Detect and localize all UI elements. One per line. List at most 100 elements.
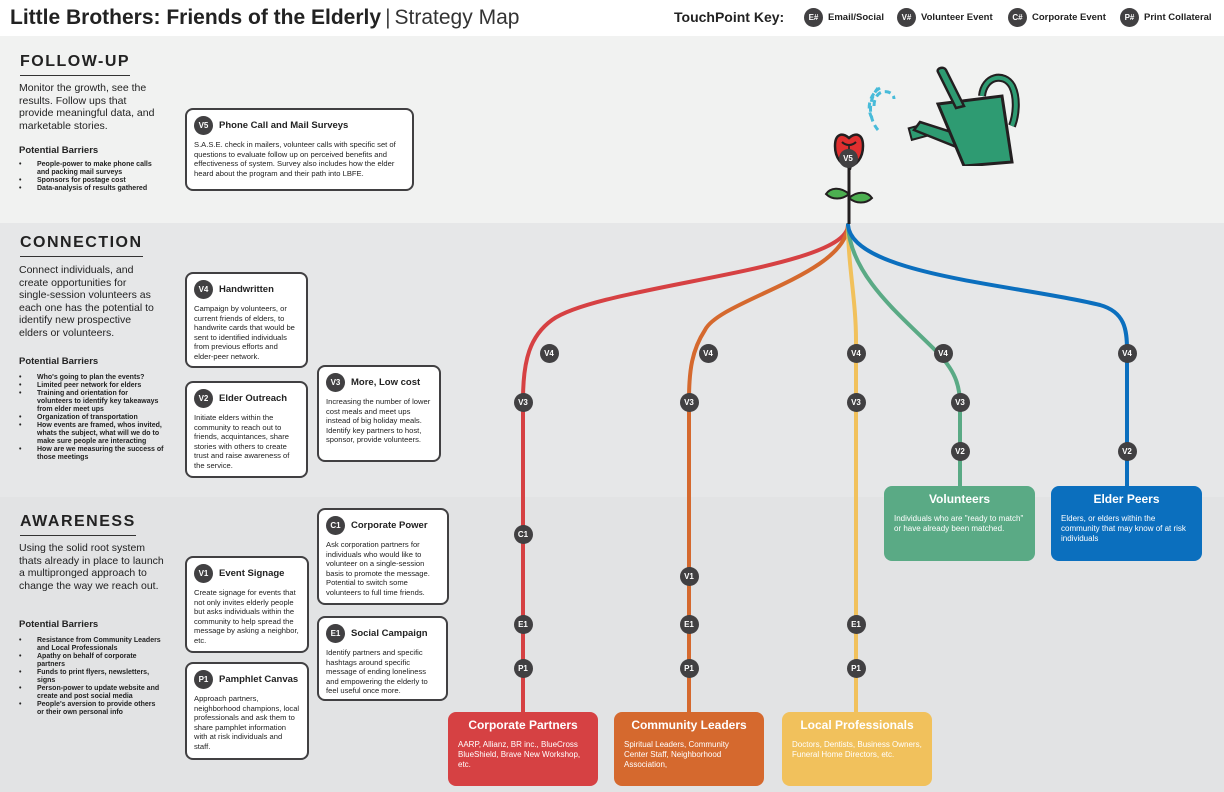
barrier-item: Data-analysis of results gathered [19, 185, 164, 193]
barrier-item: Sponsors for postage cost [19, 177, 164, 185]
barrier-item: People-power to make phone calls and pac… [19, 161, 164, 177]
node-volunteers-v3: V3 [950, 392, 970, 412]
key-item-print: P# Print Collateral [1120, 8, 1212, 27]
barrier-item: Person-power to update website and creat… [19, 685, 164, 701]
audience-title: Corporate Partners [468, 718, 578, 732]
card-p1-pamphlet-canvas: P1 Pamphlet Canvas Approach partners, nei… [185, 662, 309, 760]
followup-title: FOLLOW-UP [20, 53, 131, 76]
barrier-item: People's aversion to provide others or t… [19, 701, 164, 717]
card-text: Ask corporation partners for individuals… [326, 540, 430, 597]
card-title: Handwritten [219, 284, 274, 295]
awareness-description: Using the solid root system thats alread… [19, 542, 164, 592]
card-title: More, Low cost [351, 377, 421, 388]
node-corporate-p1: P1 [513, 658, 533, 678]
key-label-email: Email/Social [828, 12, 884, 23]
node-elder-peers-v2: V2 [1117, 441, 1137, 461]
awareness-title: AWARENESS [20, 513, 136, 536]
key-item-volunteer: V# Volunteer Event [897, 8, 993, 27]
barrier-item: How are we measuring the success of thos… [19, 446, 164, 462]
route-line-local [846, 223, 858, 718]
node-local-v3: V3 [846, 392, 866, 412]
key-label-print: Print Collateral [1144, 12, 1212, 23]
barrier-item: Organization of transportation [19, 414, 164, 422]
barrier-item: How events are framed, whos invited, wha… [19, 422, 164, 446]
node-local-p1: P1 [846, 658, 866, 678]
node-local-e1: E1 [846, 614, 866, 634]
awareness-barriers-list: Resistance from Community Leaders and Lo… [19, 637, 164, 717]
node-local-v4: V4 [846, 343, 866, 363]
key-badge-corporate: C# [1008, 8, 1027, 27]
card-badge: V1 [194, 564, 213, 583]
barrier-item: Limited peer network for elders [19, 382, 164, 390]
node-v5-rose: V5 [838, 148, 858, 168]
watering-can-icon [867, 66, 1020, 166]
card-badge: C1 [326, 516, 345, 535]
card-v5-phone-mail-surveys: V5 Phone Call and Mail Surveys S.A.S.E. c… [185, 108, 414, 191]
card-c1-corporate-power: C1 Corporate Power Ask corporation partne… [317, 508, 449, 605]
route-line-community [687, 223, 850, 718]
node-corporate-v4: V4 [539, 343, 559, 363]
node-community-v4: V4 [698, 343, 718, 363]
barrier-item: Resistance from Community Leaders and Lo… [19, 637, 164, 653]
node-corporate-v3: V3 [513, 392, 533, 412]
card-badge: V2 [194, 389, 213, 408]
followup-description: Monitor the growth, see the results. Fol… [19, 82, 155, 132]
audience-text: Individuals who are "ready to match" or … [894, 514, 1024, 533]
card-text: Initiate elders within the community to … [194, 413, 290, 470]
card-badge: V4 [194, 280, 213, 299]
route-line-volunteers [846, 223, 962, 492]
card-title: Pamphlet Canvas [219, 674, 299, 685]
node-community-v3: V3 [679, 392, 699, 412]
card-v2-elder-outreach: V2 Elder Outreach Initiate elders within … [185, 381, 308, 478]
key-item-corporate: C# Corporate Event [1008, 8, 1106, 27]
audience-text: AARP, Allianz, BR inc., BlueCross BlueSh… [458, 740, 581, 769]
card-title: Event Signage [219, 568, 285, 579]
card-text: S.A.S.E. check in mailers, volunteer cal… [194, 140, 396, 178]
card-e1-social-campaign: E1 Social Campaign Identify partners and … [317, 616, 448, 701]
barrier-item: Apathy on behalf of corporate partners [19, 653, 164, 669]
followup-barriers-list: People-power to make phone calls and pac… [19, 161, 164, 193]
card-text: Increasing the number of lower cost meal… [326, 397, 431, 445]
page-title: Little Brothers: Friends of the Elderly |… [10, 6, 519, 30]
audience-volunteers: Volunteers Individuals who are "ready to… [884, 486, 1035, 561]
card-title: Phone Call and Mail Surveys [219, 120, 349, 131]
touchpoint-key-title: TouchPoint Key: [674, 9, 785, 25]
card-v1-event-signage: V1 Event Signage Create signage for event… [185, 556, 309, 653]
node-elder-peers-v4: V4 [1117, 343, 1137, 363]
title-main: Little Brothers: Friends of the Elderly [10, 6, 382, 29]
card-text: Identify partners and specific hashtags … [326, 648, 428, 696]
connection-barriers-title: Potential Barriers [19, 356, 99, 367]
card-badge: E1 [326, 624, 345, 643]
node-community-e1: E1 [679, 614, 699, 634]
audience-corporate-partners: Corporate Partners AARP, Allianz, BR inc… [448, 712, 598, 786]
barrier-item: Who's going to plan the events? [19, 374, 164, 382]
key-badge-volunteer: V# [897, 8, 916, 27]
barrier-item: Training and orientation for volunteers … [19, 390, 164, 414]
connection-description: Connect individuals, and create opportun… [19, 264, 154, 339]
audience-text: Doctors, Dentists, Business Owners, Fune… [792, 740, 922, 759]
followup-barriers-title: Potential Barriers [19, 145, 99, 156]
node-community-p1: P1 [679, 658, 699, 678]
audience-local-professionals: Local Professionals Doctors, Dentists, B… [782, 712, 932, 786]
audience-text: Elders, or elders within the community t… [1061, 514, 1186, 543]
card-badge: P1 [194, 670, 213, 689]
route-line-corporate [521, 223, 850, 718]
audience-title: Volunteers [928, 492, 991, 506]
audience-title: Community Leaders [631, 718, 747, 732]
node-community-v1: V1 [679, 566, 699, 586]
card-title: Corporate Power [351, 520, 428, 531]
node-corporate-e1: E1 [513, 614, 533, 634]
route-line-elder-peers [846, 223, 1129, 492]
barrier-item: Funds to print flyers, newsletters, sign… [19, 669, 164, 685]
node-volunteers-v2: V2 [950, 441, 970, 461]
node-corporate-c1: C1 [513, 524, 533, 544]
card-badge: V5 [194, 116, 213, 135]
connection-barriers-list: Who's going to plan the events? Limited … [19, 374, 164, 462]
card-text: Approach partners, neighborhood champion… [194, 694, 300, 751]
title-separator: | [385, 6, 391, 29]
card-v3-more-low-cost: V3 More, Low cost Increasing the number o… [317, 365, 441, 462]
audience-text: Spiritual Leaders, Community Center Staf… [624, 740, 729, 769]
awareness-barriers-title: Potential Barriers [19, 619, 99, 630]
card-v4-handwritten: V4 Handwritten Campaign by volunteers, or… [185, 272, 308, 368]
